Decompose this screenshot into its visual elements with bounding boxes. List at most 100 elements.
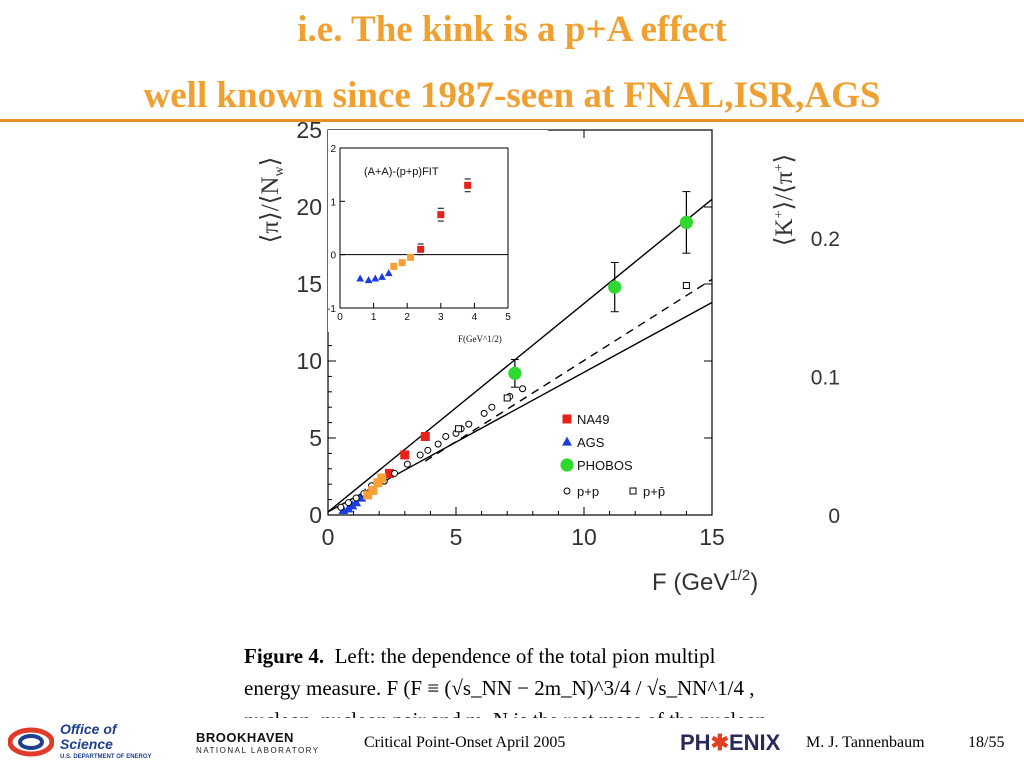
figure-caption-line2: energy measure. F (F ≡ (√s_NN − 2m_N)^3/… [244, 676, 755, 700]
doe-logo-line2: Science [60, 736, 113, 752]
footer-presentation-title: Critical Point-Onset April 2005 [364, 734, 566, 751]
inset-point-na49 [464, 181, 472, 189]
inset-y-tick-label: -1 [327, 304, 336, 315]
main-y-tick-label: 10 [296, 348, 322, 374]
main-point-p-p [465, 420, 473, 428]
inset-point-ags [356, 274, 365, 282]
inset-y-tick-label: 2 [330, 144, 336, 155]
main-right-axis-tick-label: 0.2 [811, 228, 840, 251]
main-x-tick-label: 15 [699, 524, 725, 550]
inset-point-na49 [417, 245, 425, 253]
legend-marker-p-p [563, 487, 571, 495]
inset-x-axis-label: F(GeV^1/2) [458, 334, 502, 344]
figure-caption-line1: Left: the dependence of the total pion m… [334, 644, 716, 668]
main-point-na49 [420, 431, 430, 441]
main-point-phobos [679, 215, 693, 229]
main-data-points [337, 191, 693, 514]
main-y-axis-label: ⟨π⟩/⟨Nw⟩ [257, 157, 287, 244]
title-divider [0, 119, 1024, 122]
main-point-phobos [508, 366, 522, 380]
legend-label-phobos: PHOBOS [577, 458, 633, 473]
phenix-logo-part1: PH [680, 730, 711, 755]
legend-marker-ags [562, 436, 572, 446]
inset-point-ags [364, 276, 373, 284]
slide-footer: Office of Science U.S. DEPARTMENT OF ENE… [0, 718, 1024, 768]
main-point-ags [351, 497, 362, 507]
footer-author: M. J. Tannenbaum [806, 734, 925, 751]
inset-x-tick-label: 3 [438, 312, 444, 323]
main-point-p-p [391, 469, 399, 477]
main-right-axis-tick-label: 0 [828, 505, 840, 528]
main-x-tick-label: 0 [322, 524, 335, 550]
brookhaven-name: BROOKHAVEN [196, 730, 294, 745]
inset-plot-border [339, 147, 509, 309]
legend-label-ags: AGS [577, 435, 605, 450]
legend-marker-na49 [562, 414, 572, 424]
inset-x-tick-label: 1 [371, 312, 377, 323]
inset-y-tick-label: 0 [330, 251, 336, 262]
main-point-p-p- [455, 425, 463, 433]
main-y-tick-label: 0 [309, 502, 322, 528]
inset-point-orange [407, 253, 415, 261]
main-x-tick-label: 5 [450, 524, 463, 550]
main-point-orange [373, 478, 383, 488]
phenix-logo-part2: ENIX [729, 730, 781, 755]
main-point-p-p [416, 451, 424, 459]
inset-point-ags [378, 272, 386, 280]
main-point-orange [368, 485, 378, 495]
main-point-p-p- [503, 394, 511, 402]
brookhaven-subtitle: NATIONAL LABORATORY [196, 746, 320, 755]
inset-point-orange [398, 259, 406, 267]
legend-marker-p-p- [629, 487, 637, 495]
legend-marker-phobos [560, 458, 574, 472]
main-point-orange [377, 473, 387, 483]
figure-caption-line3: nucleon–nucleon pair and m_N is the rest… [244, 704, 844, 718]
doe-swirl-icon [8, 727, 54, 757]
inset-point-na49 [437, 211, 445, 219]
main-right-axis-tick-label: 0.1 [811, 366, 840, 389]
doe-office-of-science-logo: Office of Science U.S. DEPARTMENT OF ENE… [4, 720, 154, 764]
main-point-na49 [400, 450, 410, 460]
main-fit-line [424, 278, 713, 462]
main-point-p-p [442, 432, 450, 440]
main-point-p-p [403, 460, 411, 468]
inset-x-tick-label: 2 [404, 312, 410, 323]
main-point-p-p- [682, 282, 690, 290]
main-y-tick-label: 25 [296, 120, 322, 143]
main-point-p-p [424, 446, 432, 454]
main-y-tick-label: 20 [296, 194, 322, 220]
inset-point-ags [371, 274, 380, 282]
inset-point-orange [390, 262, 398, 270]
inset-y-tick-label: 1 [330, 197, 336, 208]
main-point-p-p [337, 503, 345, 511]
main-point-p-p [480, 409, 488, 417]
inset-x-tick-label: 5 [505, 312, 511, 323]
main-point-orange [363, 490, 373, 500]
main-fit-line [327, 198, 713, 513]
main-y-tick-label: 5 [309, 425, 322, 451]
legend-label-p-p-: p+p̄ [643, 484, 665, 499]
phenix-star-icon: ✱ [710, 730, 729, 755]
main-x-tick-label: 10 [571, 524, 597, 550]
footer-page-number: 18/55 [968, 734, 1005, 751]
inset-plot-frame [339, 147, 509, 309]
main-right-axis-title: ⟨K+⟩/⟨π+⟩ [771, 154, 798, 246]
inset-title: (A+A)-(p+p)FIT [364, 166, 439, 178]
legend-label-na49: NA49 [577, 412, 610, 427]
main-point-phobos [608, 280, 622, 294]
main-point-p-p [352, 494, 360, 502]
slide-title-line2: well known since 1987-seen at FNAL,ISR,A… [143, 75, 881, 116]
main-right-axis-labels: 0 0.1 0.2 [811, 228, 840, 528]
doe-logo-line1: Office of [60, 721, 117, 737]
phenix-logo: PH✱ENIX [680, 730, 780, 756]
figure-caption: Figure 4. Left: the dependence of the to… [244, 640, 844, 718]
main-point-p-p [519, 385, 527, 393]
main-point-p-p [434, 440, 442, 448]
inset-data-points [356, 178, 472, 284]
doe-logo-line3: U.S. DEPARTMENT OF ENERGY [60, 754, 152, 760]
brookhaven-logo: BROOKHAVEN NATIONAL LABORATORY [196, 730, 326, 760]
main-point-na49 [384, 468, 394, 478]
